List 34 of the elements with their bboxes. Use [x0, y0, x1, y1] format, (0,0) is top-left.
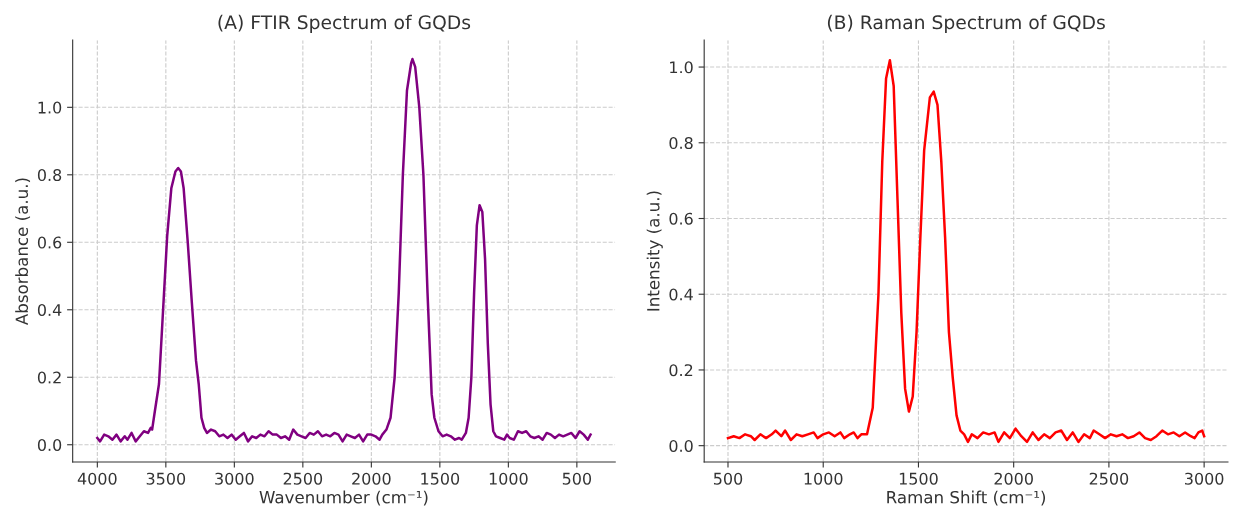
x-tick-label: 1500: [421, 472, 460, 485]
x-axis-title: Raman Shift (cm⁻¹): [887, 490, 1046, 506]
chart-title: (A) FTIR Spectrum of GQDs: [218, 14, 471, 33]
x-tick-label: 2000: [994, 472, 1033, 485]
y-tick-label: 0.2: [669, 364, 693, 377]
y-tick-label: 0.8: [669, 136, 693, 150]
x-tick-label: 2000: [352, 472, 391, 485]
y-tick-label: 1.0: [670, 61, 693, 74]
x-tick-label: 3000: [1185, 472, 1224, 485]
x-tick-label: 2500: [1089, 472, 1129, 485]
y-tick-label: 0.2: [37, 371, 61, 384]
x-tick-label: 2500: [283, 472, 323, 485]
y-tick-label: 0.0: [37, 438, 62, 452]
x-tick-label: 3500: [146, 472, 186, 485]
y-tick-label: 0.8: [37, 169, 62, 182]
line-series: [96, 57, 592, 443]
y-tick-label: 0.6: [37, 236, 62, 249]
x-tick-label: 1000: [489, 472, 528, 485]
line-series: [726, 58, 1206, 444]
x-tick-label: 4000: [77, 472, 117, 485]
x-tick-label: 500: [562, 472, 592, 485]
y-tick-label: 0.0: [669, 439, 693, 452]
x-axis-title: Wavenumber (cm⁻¹): [259, 490, 428, 506]
y-tick-label: 0.6: [669, 212, 693, 225]
x-tick-label: 1000: [804, 472, 843, 485]
y-tick-label: 0.4: [669, 288, 693, 301]
x-tick-label: 500: [713, 472, 743, 485]
y-tick-label: 0.4: [37, 303, 62, 317]
x-tick-label: 1500: [899, 472, 938, 485]
x-tick-label: 3000: [215, 472, 254, 485]
chart-title: (B) Raman Spectrum of GQDs: [827, 14, 1105, 33]
y-axis-title: Absorbance (a.u.): [15, 178, 31, 326]
y-tick-label: 1.0: [38, 101, 62, 114]
y-axis-title: Intensity (a.u.): [646, 191, 663, 311]
